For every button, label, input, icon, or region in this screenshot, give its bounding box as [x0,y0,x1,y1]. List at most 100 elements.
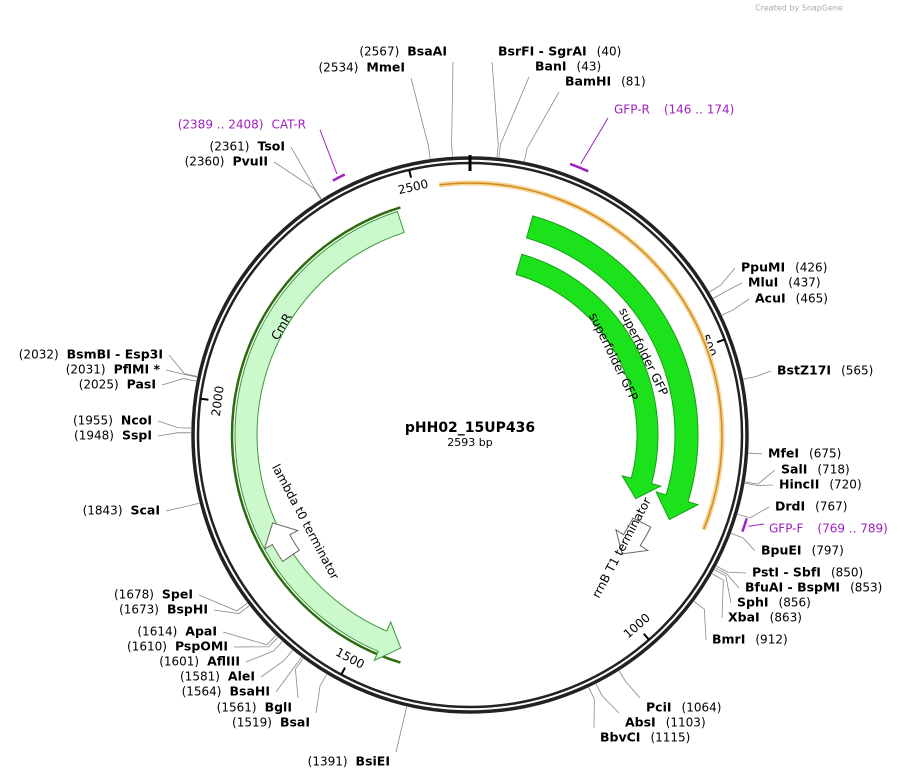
site-position: (426) [795,261,827,275]
tick-mark [340,667,346,676]
plasmid-size: 2593 bp [447,436,492,449]
site-name: ScaI [131,503,161,518]
site-name: SpeI [162,587,193,602]
site-leader [721,298,750,316]
site-position: (850) [831,566,863,580]
primer-leader [580,117,609,165]
tick-mark [643,633,650,641]
site-name: HincII [779,477,819,492]
site-leader [693,601,707,641]
terminator-arrow [263,522,300,563]
site-leader [711,573,724,619]
site-name: BsrFI - SgrAI [498,44,587,59]
site-name: PflMI * [114,362,161,377]
site-name: TsoI [257,139,285,154]
site-leader [716,565,747,574]
site-leader [451,61,454,157]
site-leader [161,378,197,386]
site-position: (1561) [217,701,257,715]
site-position: (2025) [79,378,119,392]
site-name: PspOMI [175,639,228,654]
primer-leader [748,523,765,527]
site-position: (1955) [73,414,113,428]
primer-mark [332,173,346,182]
site-leader [395,706,408,753]
feature-outline [230,206,401,664]
site-leader [410,77,431,159]
site-name: BfuAI - BspMI [745,580,840,595]
primer-range: (2389 .. 2408) [178,118,264,132]
site-position: (767) [815,500,847,514]
tick-label: 2000 [209,385,227,417]
gfp-arrow [515,253,663,500]
site-position: (1391) [308,755,348,769]
site-leader [198,594,248,612]
site-name: NcoI [121,413,152,428]
site-position: (40) [597,45,622,59]
primer-range: (769 .. 789) [817,522,887,536]
site-position: (1843) [83,504,123,518]
site-position: (465) [796,292,828,306]
site-name: BspHI [167,602,208,617]
site-name: ApaI [185,624,217,639]
site-name: MmeI [366,60,405,75]
site-leader [294,658,304,699]
site-name: MluI [748,275,778,290]
feature-outline [439,182,723,530]
site-name: BsaI [280,715,310,730]
primer-name: CAT-R [271,118,306,132]
site-name: PstI - SbfI [752,565,821,580]
site-leader [157,420,192,429]
site-name: SalI [781,462,807,477]
site-name: BmrI [712,632,745,647]
primer-range: (146 .. 174) [664,103,734,117]
site-leader [737,506,770,519]
site-leader [524,91,560,162]
site-leader [213,605,250,615]
site-name: PpuMI [741,260,785,275]
site-leader [315,674,328,714]
site-position: (1564) [182,685,222,699]
site-name: PasI [127,377,156,392]
primer-leader [319,129,338,175]
site-name: BbvCI [600,730,640,745]
gfp-arrow [525,215,700,521]
site-name: BglI [265,700,292,715]
site-name: SspI [122,428,152,443]
site-leader [275,657,302,693]
site-name: DrdI [775,499,805,514]
site-leader [260,650,293,678]
site-leader [498,76,530,158]
site-name: BsiEI [356,754,390,769]
site-name: AcuI [755,291,786,306]
site-position: (1948) [74,429,114,443]
tick-mark [716,338,725,344]
site-leader [588,687,595,729]
site-name: AleI [228,669,255,684]
site-position: (1610) [127,640,167,654]
site-position: (720) [829,478,861,492]
site-leader [730,533,756,552]
site-name: PvuII [232,154,268,169]
site-leader [273,161,322,200]
tick-mark [408,169,412,178]
site-position: (1064) [682,701,722,715]
site-position: (2031) [66,363,106,377]
site-name: MfeI [768,446,799,461]
site-position: (2534) [319,61,359,75]
site-position: (2361) [210,140,250,154]
site-position: (797) [812,544,844,558]
cmr-arrow [234,210,405,662]
site-position: (81) [621,75,646,89]
site-leader [595,683,620,714]
site-name: PciI [646,700,672,715]
site-position: (1601) [159,655,199,669]
watermark: Created by SnapGene [755,4,843,13]
terminator-arrow [615,517,652,555]
site-leader [157,432,192,437]
site-leader [744,482,774,486]
site-leader [618,670,641,699]
site-position: (853) [850,581,882,595]
site-position: (1673) [119,603,159,617]
